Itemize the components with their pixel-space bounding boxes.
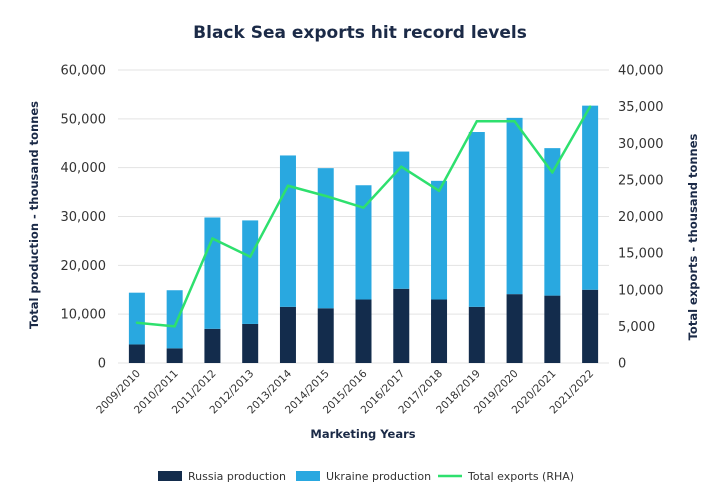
total-exports-point <box>475 120 479 123</box>
y-tick-label: 50,000 <box>61 112 107 127</box>
y2-tick-label: 5,000 <box>618 320 655 335</box>
ukraine-production-bar <box>393 151 410 289</box>
ukraine-production-bar <box>431 180 448 300</box>
total-exports-point <box>286 184 290 187</box>
ukraine-production-bar <box>128 292 145 345</box>
russia-production-bar <box>582 289 599 363</box>
russia-production-bar <box>204 328 221 363</box>
ukraine-production-bar <box>582 105 599 290</box>
ukraine-production-bar <box>544 148 561 296</box>
total-exports-point <box>400 165 403 168</box>
y-axis-title: Total production - thousand tonnes <box>27 101 41 329</box>
total-exports-point <box>588 105 592 108</box>
chart-title: Black Sea exports hit record levels <box>193 23 527 43</box>
y-tick-label: 30,000 <box>61 210 107 225</box>
total-exports-point <box>324 194 327 198</box>
ukraine-production-bar <box>166 290 183 349</box>
ukraine-production-bar <box>506 117 523 295</box>
total-exports-point <box>437 189 441 193</box>
legend-swatch <box>296 471 320 481</box>
ukraine-production-bar <box>279 155 296 307</box>
y-tick-label: 20,000 <box>61 259 107 274</box>
x-axis-title: Marketing Years <box>310 427 415 441</box>
x-axis-ticks: 2009/20102010/20112011/20122012/20132013… <box>94 367 596 416</box>
russia-production-bar <box>279 306 296 363</box>
y-tick-label: 0 <box>98 357 106 372</box>
y-tick-label: 40,000 <box>61 161 107 176</box>
right-axis-ticks: 0 5,000 10,000 15,000 20,000 25,000 30,000 35,0… <box>618 64 664 372</box>
y2-tick-label: 25,000 <box>618 173 664 188</box>
total-exports-point <box>248 255 252 258</box>
russia-production-bar <box>431 299 448 363</box>
ukraine-production-bar <box>317 168 334 309</box>
y2-tick-label: 10,000 <box>618 283 664 298</box>
russia-production-bar <box>393 288 410 363</box>
total-exports-point <box>173 325 176 328</box>
ukraine-production-bar <box>242 220 259 324</box>
bars <box>128 105 599 363</box>
legend-label: Total exports (RHA) <box>467 470 574 483</box>
y2-tick-label: 30,000 <box>618 137 664 152</box>
russia-production-bar <box>544 295 561 363</box>
russia-production-bar <box>468 306 485 363</box>
total-exports-point <box>551 171 554 174</box>
legend-label: Ukraine production <box>326 470 431 483</box>
legend-label: Russia production <box>188 470 286 483</box>
total-exports-point <box>362 206 365 209</box>
russia-production-bar <box>166 348 183 363</box>
y2-axis-title: Total exports - thousand tonnes <box>686 133 700 340</box>
russia-production-bar <box>242 323 259 363</box>
legend-swatch <box>158 471 182 481</box>
y2-tick-label: 15,000 <box>618 247 664 262</box>
left-axis-ticks: 0 10,000 20,000 30,000 40,000 50,000 60,000 <box>61 64 107 372</box>
russia-production-bar <box>317 308 334 363</box>
total-exports-point <box>211 237 214 240</box>
y2-tick-label: 0 <box>618 357 626 372</box>
export-line <box>135 105 592 328</box>
y-tick-label: 60,000 <box>61 64 107 79</box>
russia-production-bar <box>355 299 372 363</box>
y-tick-label: 10,000 <box>61 308 107 323</box>
ukraine-production-bar <box>204 217 221 329</box>
legend: Russia production Ukraine production Total… <box>158 470 574 483</box>
y2-tick-label: 35,000 <box>618 100 664 115</box>
russia-production-bar <box>128 344 145 363</box>
total-exports-point <box>513 120 516 123</box>
russia-production-bar <box>506 294 523 363</box>
ukraine-production-bar <box>355 185 372 300</box>
ukraine-production-bar <box>468 132 485 307</box>
total-exports-point <box>135 321 139 324</box>
y2-tick-label: 20,000 <box>618 210 664 225</box>
y2-tick-label: 40,000 <box>618 64 664 79</box>
